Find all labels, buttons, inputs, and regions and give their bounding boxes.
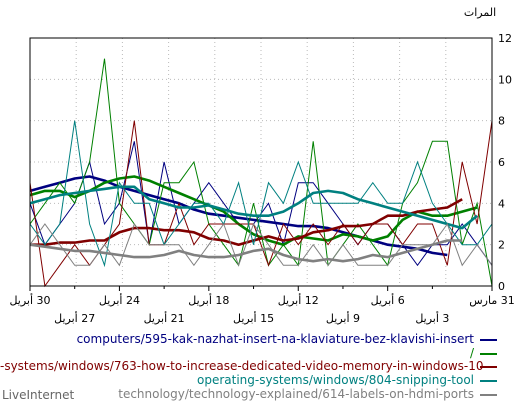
- x-tick-label: 12 أبريل: [278, 293, 319, 307]
- x-tick-label: 3 أبريل: [415, 311, 449, 325]
- legend-label: technology/technology-explained/614-labe…: [118, 387, 474, 401]
- x-tick-label: 18 أبريل: [188, 293, 229, 307]
- y-axis-unit-label: المرات: [464, 6, 496, 19]
- series-2-trend-line: [30, 198, 463, 246]
- legend-label: -systems/windows/763-how-to-increase-ded…: [0, 359, 484, 373]
- legend-item-snipping-tool: operating-systems/windows/804-snipping-t…: [197, 373, 474, 387]
- x-tick-label: 24 أبريل: [99, 293, 140, 307]
- legend-item-hdmi-ports: technology/technology-explained/614-labe…: [118, 387, 474, 401]
- x-tick-label: 30 أبريل: [9, 293, 50, 307]
- series-3-line: [29, 120, 493, 268]
- x-tick-label: 27 أبريل: [54, 311, 95, 325]
- x-tick-label: 31 مارس: [469, 294, 514, 307]
- series-4-line: [29, 222, 493, 267]
- legend-item-computers-595: computers/595-kak-nazhat-insert-na-klavi…: [77, 332, 474, 346]
- y-tick-label: 4: [498, 197, 505, 210]
- x-tick-label: 6 أبريل: [371, 293, 405, 307]
- series-3-trend-line: [29, 185, 478, 230]
- y-tick-label: 6: [498, 156, 505, 169]
- legend-label: operating-systems/windows/804-snipping-t…: [197, 373, 474, 387]
- legend-item-windows-763: -systems/windows/763-how-to-increase-ded…: [0, 359, 484, 373]
- y-tick-label: 8: [498, 115, 505, 128]
- legend-swatch: [480, 380, 497, 382]
- legend-swatch: [480, 394, 497, 396]
- series-4-trend-line: [29, 239, 463, 263]
- y-tick-label: 12: [498, 32, 512, 45]
- line-chart: المرات 0 2 4 6 8 10 12 30 أبريل 24 أبريل 18 أبريل…: [9, 6, 514, 325]
- axis-ticks: 0 2 4 6 8 10 12 30 أبريل 24 أبريل 18 أبريل 12 أبري…: [9, 32, 514, 325]
- series-1-trend-line: [29, 175, 478, 246]
- legend: computers/595-kak-nazhat-insert-na-klavi…: [0, 332, 520, 401]
- y-tick-label: 0: [498, 280, 505, 293]
- liveinternet-brand: LiveInternet: [2, 388, 75, 402]
- plot-frame: [29, 37, 493, 287]
- series-layer: [29, 58, 493, 288]
- legend-item-slash: /: [470, 346, 474, 360]
- y-tick-label: 10: [498, 73, 512, 86]
- y-tick-label: 2: [498, 239, 505, 252]
- legend-swatch: [480, 353, 497, 355]
- legend-label: /: [469, 346, 474, 360]
- x-tick-label: 9 أبريل: [326, 311, 360, 325]
- legend-swatch: [480, 339, 497, 341]
- x-tick-label: 21 أبريل: [144, 311, 185, 325]
- legend-label: computers/595-kak-nazhat-insert-na-klavi…: [76, 332, 474, 346]
- series-0-trend-line: [29, 175, 448, 257]
- x-tick-label: 15 أبريل: [233, 311, 274, 325]
- legend-swatch: [480, 366, 497, 368]
- series-2-line: [29, 120, 493, 288]
